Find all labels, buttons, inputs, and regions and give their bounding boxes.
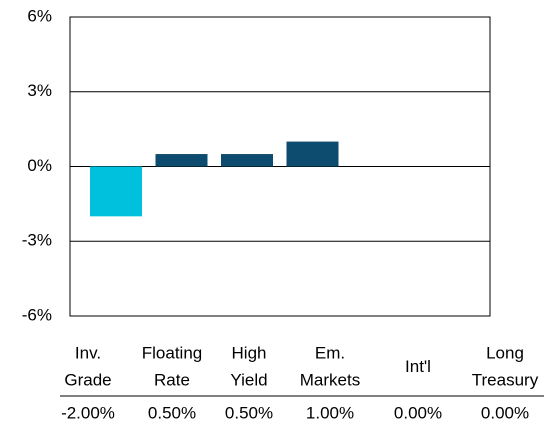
y-tick-label: 0% xyxy=(27,156,52,175)
x-tick-label: Em. Markets xyxy=(300,344,360,390)
bar xyxy=(155,154,208,167)
x-tick-label: Long Treasury xyxy=(472,344,539,390)
value-label: 0.50% xyxy=(148,403,196,422)
x-tick-label: Floating Rate xyxy=(142,344,202,390)
value-label: 1.00% xyxy=(306,403,354,422)
bar xyxy=(286,141,339,167)
y-tick-label: 6% xyxy=(27,6,52,25)
value-label: 0.00% xyxy=(394,403,442,422)
x-tick-label: Int'l xyxy=(405,357,431,376)
y-tick-label: -3% xyxy=(22,231,52,250)
y-tick-label: 3% xyxy=(27,81,52,100)
x-tick-label: Inv. Grade xyxy=(64,344,111,390)
value-label: 0.00% xyxy=(481,403,529,422)
x-tick-label: High Yield xyxy=(230,344,267,390)
bar xyxy=(90,166,142,217)
value-label: 0.50% xyxy=(225,403,273,422)
y-tick-label: -6% xyxy=(22,305,52,324)
bar xyxy=(221,154,273,167)
value-label: -2.00% xyxy=(61,403,115,422)
